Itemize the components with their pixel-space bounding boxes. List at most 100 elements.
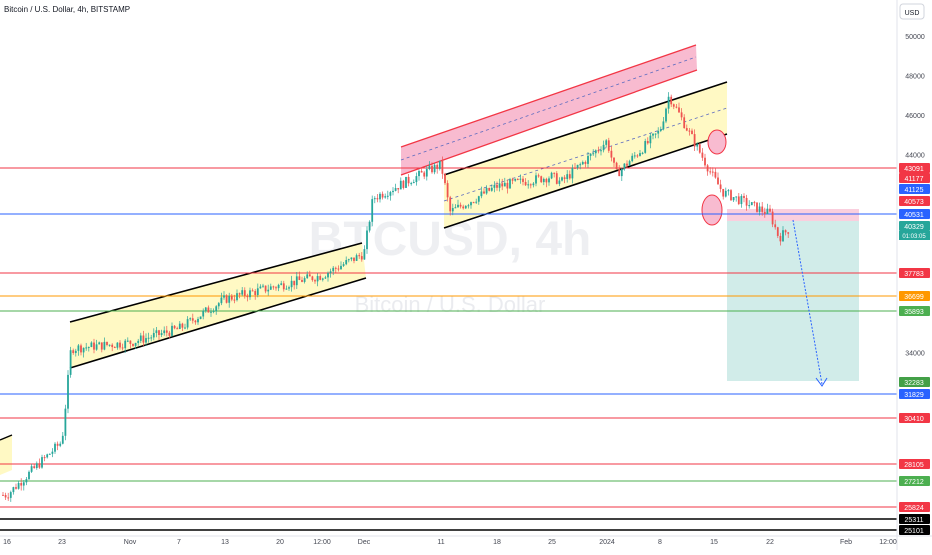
candle-body [558,180,561,184]
levels-layer [0,167,897,531]
candle [28,470,30,481]
candle-body [25,479,28,483]
candle [680,108,683,121]
candle-body [740,196,743,205]
candle [207,305,210,313]
price-badge-label: 27212 [904,479,924,486]
candle-body [100,342,103,350]
candle [314,278,316,284]
candle [418,169,420,181]
red-channel-bottom [400,69,698,176]
entry-zone [727,209,859,221]
candle-body [77,345,80,351]
candle [524,178,527,187]
candle-body [574,167,576,169]
candle [646,137,649,145]
candle [308,270,311,277]
candle [397,187,400,194]
candle-body [418,171,420,177]
candle [368,220,371,233]
candle-body [706,165,709,172]
candle-body [59,443,62,446]
candle-body [776,227,779,236]
candle [477,195,480,205]
candle-body [345,260,348,265]
candle [72,348,75,355]
candle [498,178,501,192]
candle [774,219,777,230]
candle-body [285,288,288,290]
candle-body [12,487,15,493]
candle-body [472,202,475,204]
candle-body [48,453,51,455]
candle-body [537,175,540,177]
candle-body [683,117,686,129]
candle-body [724,190,727,197]
candle-body [85,347,88,349]
candle-body [649,135,652,144]
candle-body [225,295,228,303]
channel-0-fill [0,435,12,475]
candle [111,343,114,352]
candle-body [316,276,319,282]
overlay-layer[interactable] [792,219,828,387]
candle [197,316,199,325]
candle [316,273,319,287]
candle-body [311,276,314,281]
candle [670,94,673,108]
candle [727,188,730,196]
candle-body [602,144,605,151]
candle-body [126,340,129,342]
candle-body [743,196,745,198]
candle [776,226,779,239]
candle [43,455,46,462]
candle [571,164,574,184]
candle-body [659,129,662,131]
candle [592,149,595,156]
candle [438,160,441,171]
candle-body [103,341,106,350]
candle [366,226,368,254]
currency-selector[interactable]: USD [899,3,925,20]
price-badge-label: 25824 [904,505,924,512]
candle-body [405,176,407,188]
y-axis[interactable]: 43091 41177 41125 40573 40531 40329 37783 36699… [896,0,930,550]
candle-body [319,276,322,280]
candle-body [698,144,701,153]
candle [745,194,748,211]
candle-body [30,466,33,472]
y-tick-label: 34000 [905,350,925,357]
candle [714,167,717,179]
candle-body [696,144,699,147]
candle [766,203,769,215]
candle-body [665,108,667,122]
candle [272,285,275,290]
candle-body [771,211,774,225]
candle [306,271,309,279]
price-badge-bg [899,377,930,387]
price-badge: 40573 [899,196,930,206]
candle-body [301,279,303,282]
candle [428,161,431,171]
candle [449,195,452,216]
candle-body [119,342,121,348]
y-tick-label: 48000 [905,74,925,81]
candle [503,177,506,187]
candle-body [620,169,623,177]
candle-body [527,184,530,186]
candle-body [646,141,649,144]
candle [485,185,488,195]
candle-body [441,160,444,174]
candle [106,341,108,347]
x-axis[interactable]: 16 23 Nov 7 13 20 12:00 Dec 11 18 25 2024 8 15 22 Feb 12… [0,535,932,546]
candle [142,330,145,346]
candle [319,274,322,281]
candle [17,480,20,490]
candle-body [337,268,340,270]
candle [303,276,306,284]
candle [332,265,335,276]
candle [756,202,758,213]
candle [514,178,517,182]
